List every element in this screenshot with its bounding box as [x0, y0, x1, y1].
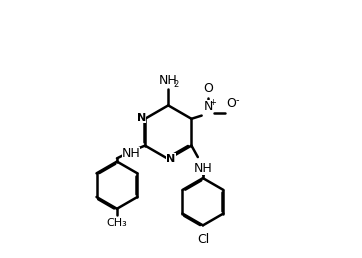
Text: N: N: [136, 112, 146, 123]
Text: N: N: [203, 100, 213, 113]
Text: NH: NH: [159, 74, 178, 87]
Text: 2: 2: [173, 80, 178, 89]
Text: Cl: Cl: [197, 233, 209, 246]
Text: -: -: [236, 95, 239, 105]
Text: CH₃: CH₃: [106, 218, 127, 228]
Text: NH: NH: [122, 147, 140, 160]
Text: O: O: [203, 82, 213, 95]
Text: NH: NH: [194, 162, 212, 175]
Text: +: +: [209, 98, 216, 107]
Text: O: O: [226, 98, 236, 110]
Text: N: N: [166, 154, 176, 164]
